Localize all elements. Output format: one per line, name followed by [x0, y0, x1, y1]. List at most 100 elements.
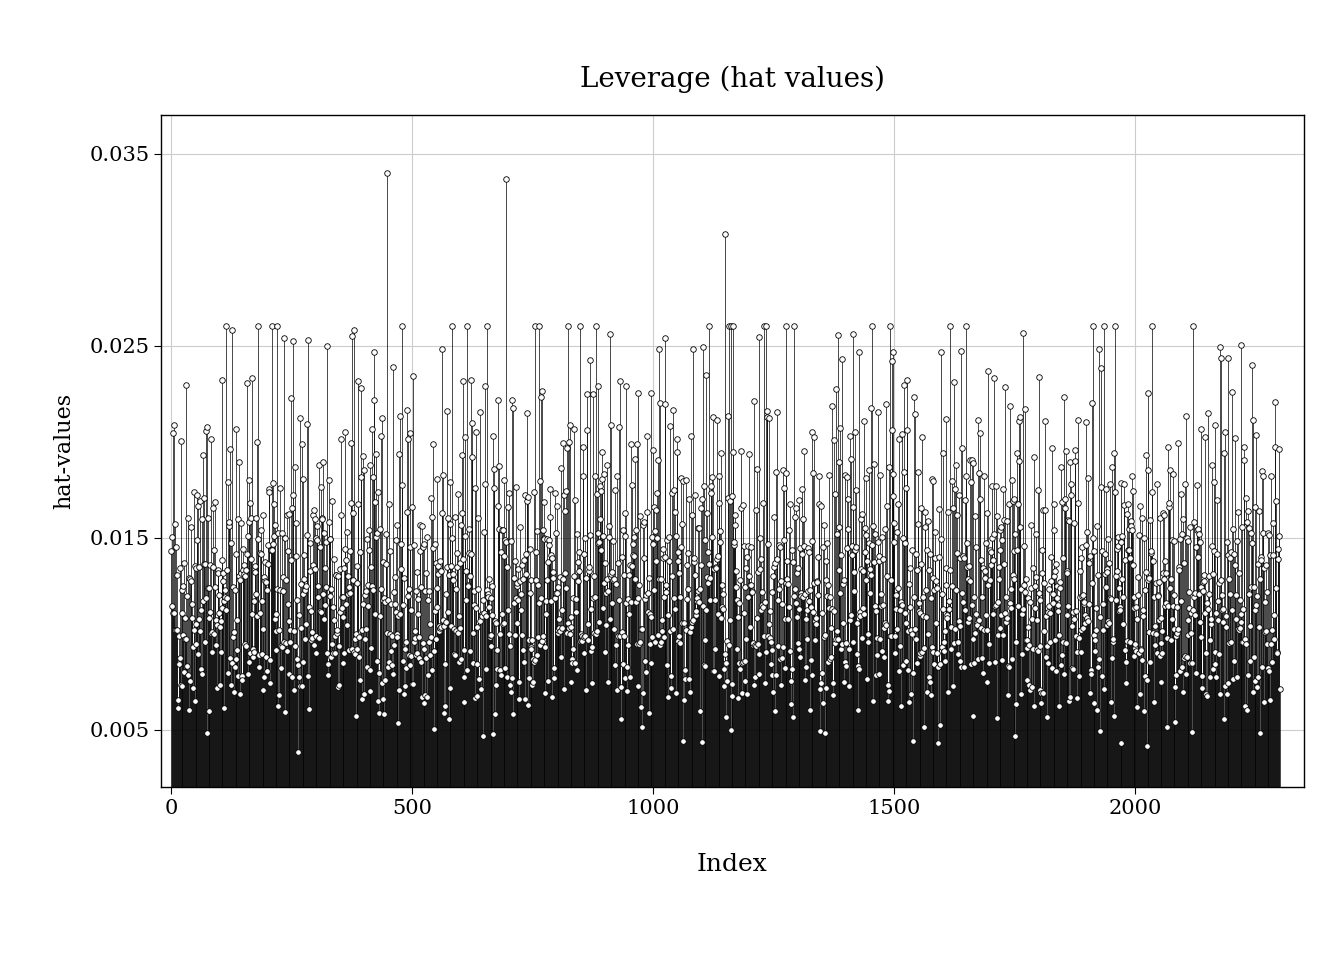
Point	[816, 681, 837, 696]
Point	[1266, 581, 1288, 596]
Point	[542, 550, 563, 565]
Point	[1110, 535, 1132, 550]
Point	[276, 636, 297, 651]
Point	[243, 645, 265, 660]
Point	[348, 496, 370, 512]
Point	[1003, 572, 1024, 588]
Point	[495, 535, 516, 550]
Point	[278, 613, 300, 629]
Point	[1164, 534, 1185, 549]
Point	[794, 587, 816, 602]
Point	[1032, 685, 1054, 701]
Point	[942, 578, 964, 593]
Point	[316, 645, 337, 660]
Point	[1105, 592, 1126, 608]
Point	[949, 618, 970, 634]
Point	[814, 725, 836, 740]
Point	[876, 678, 898, 693]
Point	[1024, 578, 1046, 593]
Point	[906, 562, 927, 577]
Point	[964, 625, 985, 640]
Point	[1129, 686, 1150, 702]
Point	[992, 652, 1013, 667]
Point	[1058, 514, 1079, 529]
Point	[778, 522, 800, 538]
Point	[1030, 683, 1051, 698]
Point	[278, 666, 300, 682]
Point	[695, 633, 716, 648]
Point	[1235, 636, 1257, 652]
Point	[636, 664, 657, 680]
Point	[233, 541, 254, 557]
Point	[261, 542, 282, 558]
Point	[793, 511, 814, 526]
Point	[753, 495, 774, 511]
Point	[507, 615, 528, 631]
Point	[676, 558, 698, 573]
Point	[1208, 646, 1230, 661]
Point	[602, 564, 624, 579]
Point	[1167, 621, 1188, 636]
Point	[638, 706, 660, 721]
Point	[308, 578, 329, 593]
Point	[169, 650, 191, 665]
Point	[780, 496, 801, 512]
Point	[1124, 640, 1145, 656]
Point	[743, 393, 765, 408]
Point	[199, 605, 220, 620]
Point	[874, 521, 895, 537]
Point	[179, 702, 200, 717]
Point	[215, 319, 237, 334]
Point	[523, 654, 544, 669]
Point	[249, 545, 270, 561]
Point	[746, 462, 767, 477]
Point	[1012, 646, 1034, 661]
Point	[485, 615, 507, 631]
Point	[862, 319, 883, 334]
Point	[208, 606, 230, 621]
Point	[683, 612, 704, 628]
Point	[929, 549, 950, 564]
Point	[1042, 595, 1063, 611]
Point	[371, 676, 392, 691]
Point	[501, 707, 523, 722]
Point	[719, 493, 741, 509]
Point	[278, 506, 300, 521]
Point	[1085, 601, 1106, 616]
Point	[715, 655, 737, 670]
Point	[970, 589, 992, 605]
Point	[1000, 582, 1021, 597]
Point	[1077, 524, 1098, 540]
Point	[784, 509, 805, 524]
Point	[894, 536, 915, 551]
Point	[1228, 622, 1250, 637]
Point	[774, 466, 796, 481]
Point	[302, 637, 324, 653]
Point	[775, 576, 797, 591]
Point	[286, 651, 308, 666]
Point	[259, 652, 281, 667]
Point	[919, 590, 941, 606]
Point	[1068, 589, 1090, 605]
Point	[517, 490, 539, 505]
Point	[808, 468, 829, 484]
Point	[241, 371, 262, 386]
Point	[759, 630, 781, 645]
Point	[503, 400, 524, 416]
Point	[555, 503, 577, 518]
Point	[966, 617, 988, 633]
Point	[616, 595, 637, 611]
Point	[372, 592, 394, 608]
Point	[684, 488, 706, 503]
Point	[816, 572, 837, 588]
Point	[168, 629, 190, 644]
Point	[1129, 528, 1150, 543]
Point	[1193, 573, 1215, 588]
Point	[314, 580, 336, 595]
Point	[785, 500, 806, 516]
Point	[308, 458, 329, 473]
Point	[935, 560, 957, 575]
Point	[790, 650, 812, 665]
Point	[976, 535, 997, 550]
Point	[949, 613, 970, 629]
